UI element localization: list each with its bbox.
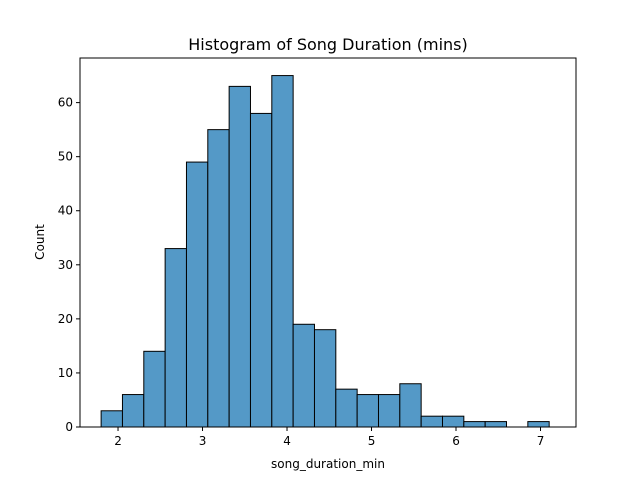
y-tick-label: 20 [58,312,73,326]
histogram-bar-11 [335,388,358,428]
histogram-bar-5 [207,129,230,428]
bars-group [100,75,550,428]
histogram-bar-13 [377,394,401,428]
histogram-bar-9 [292,323,315,428]
histogram-bar-10 [313,329,337,428]
histogram-bar-6 [228,85,251,428]
y-axis-label: Count [33,224,47,260]
x-axis-ticks: 2 3 4 5 6 7 [114,427,544,448]
histogram-bar-15 [420,415,443,428]
x-tick-label: 3 [199,434,207,448]
y-tick-label: 30 [58,258,73,272]
histogram-bar-3 [164,248,187,428]
x-tick-label: 6 [452,434,460,448]
x-tick-label: 4 [283,434,291,448]
histogram-bar-2 [143,350,166,428]
y-axis-ticks: 0 10 20 30 40 50 60 [58,96,80,434]
histogram-bar-1 [121,394,145,428]
chart-title: Histogram of Song Duration (mins) [188,35,468,54]
y-tick-label: 40 [58,204,73,218]
histogram-bar-7 [249,112,273,428]
histogram-bar-14 [399,383,422,428]
histogram-bar-20 [527,421,550,428]
x-tick-label: 2 [114,434,122,448]
y-tick-label: 0 [65,420,73,434]
histogram-bar-0 [100,410,123,428]
histogram-bar-4 [185,161,209,428]
histogram-bar-12 [356,394,379,428]
x-tick-label: 5 [368,434,376,448]
x-tick-label: 7 [537,434,545,448]
plot-frame [79,57,577,428]
y-tick-label: 10 [58,366,73,380]
x-axis-label: song_duration_min [271,457,385,471]
histogram-bar-8 [271,75,294,428]
y-tick-label: 60 [58,96,73,110]
histogram-bar-18 [484,421,508,428]
histogram-bar-17 [463,421,486,428]
histogram-bar-16 [441,415,465,428]
y-tick-label: 50 [58,150,73,164]
